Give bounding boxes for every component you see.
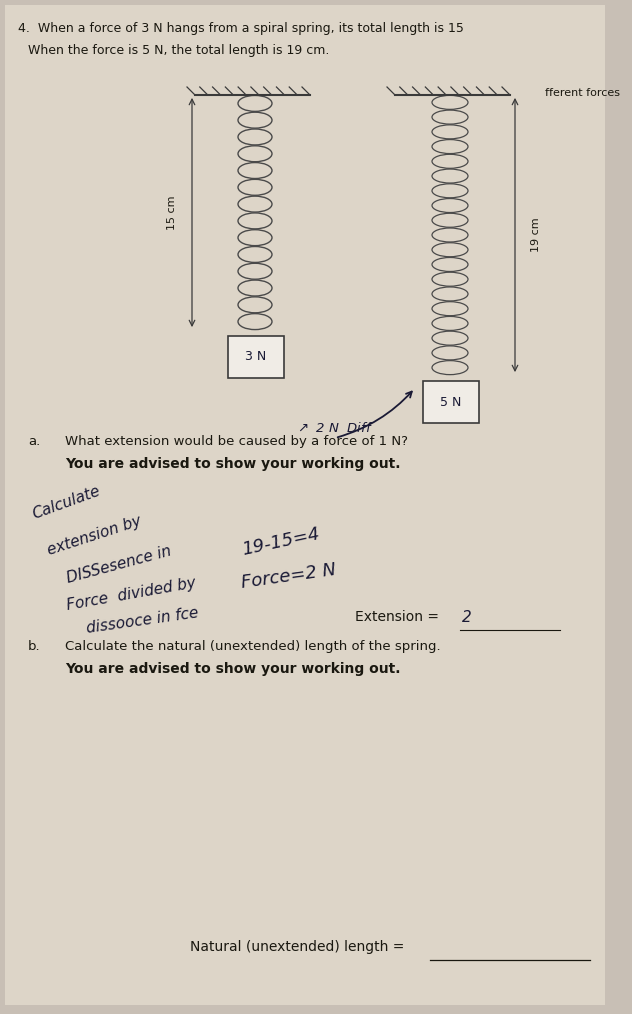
Text: 2: 2 <box>462 610 471 625</box>
FancyBboxPatch shape <box>228 336 284 378</box>
Text: a.: a. <box>28 435 40 448</box>
Text: 19-15=4: 19-15=4 <box>240 525 321 559</box>
Text: You are advised to show your working out.: You are advised to show your working out… <box>65 457 401 470</box>
Text: 4.  When a force of 3 N hangs from a spiral spring, its total length is 15: 4. When a force of 3 N hangs from a spir… <box>18 22 464 35</box>
Text: b.: b. <box>28 640 40 653</box>
Text: 3 N: 3 N <box>245 351 267 363</box>
Text: Natural (unextended) length =: Natural (unextended) length = <box>190 940 409 954</box>
Text: 15 cm: 15 cm <box>167 196 177 230</box>
Text: You are advised to show your working out.: You are advised to show your working out… <box>65 662 401 676</box>
Text: dissooce in fce: dissooce in fce <box>85 605 199 636</box>
Text: When the force is 5 N, the total length is 19 cm.: When the force is 5 N, the total length … <box>28 44 329 57</box>
Text: Extension =: Extension = <box>355 610 444 624</box>
Text: What extension would be caused by a force of 1 N?: What extension would be caused by a forc… <box>65 435 408 448</box>
Text: DISSesence in: DISSesence in <box>65 544 173 585</box>
Text: Force  divided by: Force divided by <box>65 575 197 612</box>
Text: 5 N: 5 N <box>441 395 462 409</box>
Text: Calculate the natural (unextended) length of the spring.: Calculate the natural (unextended) lengt… <box>65 640 441 653</box>
Text: extension by: extension by <box>45 513 143 558</box>
Text: Force=2 N: Force=2 N <box>240 561 337 592</box>
Text: 19 cm: 19 cm <box>531 218 541 252</box>
Text: fferent forces: fferent forces <box>545 88 620 98</box>
Text: Calculate: Calculate <box>30 483 102 521</box>
FancyBboxPatch shape <box>5 5 605 1005</box>
FancyBboxPatch shape <box>423 381 479 423</box>
Text: $\nearrow$ 2 N  Diff: $\nearrow$ 2 N Diff <box>295 421 374 435</box>
